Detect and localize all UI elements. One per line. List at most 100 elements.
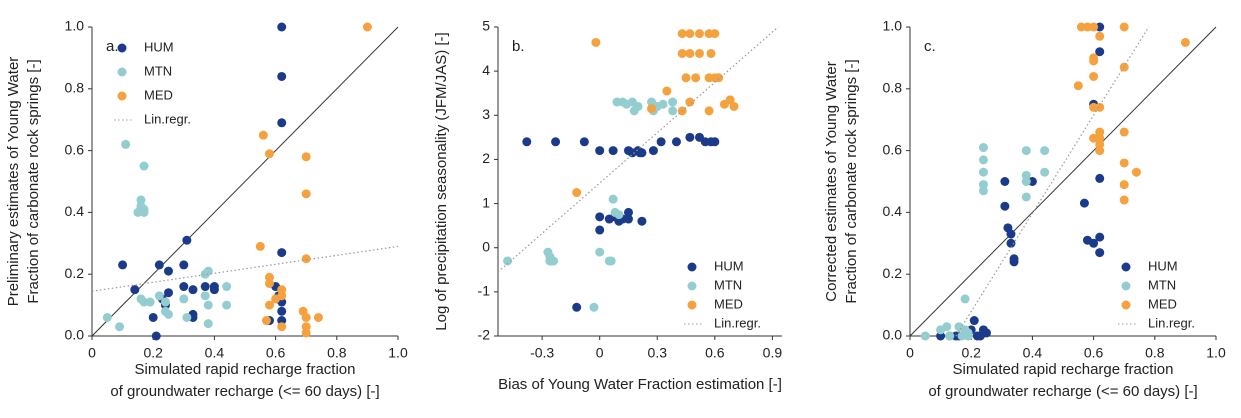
x-tick-label: 0.2 xyxy=(143,345,163,361)
data-point xyxy=(139,207,149,217)
data-point xyxy=(1119,158,1129,168)
legend-marker xyxy=(117,91,127,101)
data-point xyxy=(121,139,131,149)
data-point xyxy=(1095,47,1105,57)
panel: 0 0.2 0.4 0.6 0.8 1.0 0.0 0.2 0.4 0.6 0.8 1.0 Simula… xyxy=(823,18,1226,400)
data-point xyxy=(1095,31,1105,41)
data-point xyxy=(1095,248,1105,258)
data-point xyxy=(277,322,287,332)
y-axis-label: Log of precipitation seasonality (JFM/JA… xyxy=(433,32,450,330)
data-point xyxy=(694,48,704,58)
data-point xyxy=(139,161,149,171)
panel-label: b. xyxy=(512,38,525,55)
data-point xyxy=(1006,229,1016,239)
x-tick-label: 0 xyxy=(596,345,604,361)
data-point xyxy=(1021,192,1031,202)
data-point xyxy=(130,285,140,295)
data-point xyxy=(179,282,189,292)
data-point xyxy=(154,291,164,301)
data-point xyxy=(115,322,125,332)
data-point xyxy=(658,99,668,109)
data-point xyxy=(1089,71,1099,81)
y-tick-label: -1 xyxy=(478,283,491,299)
data-point xyxy=(606,256,616,266)
data-point xyxy=(978,325,988,335)
y-tick-label: 0.4 xyxy=(65,203,85,219)
data-point xyxy=(1089,238,1099,248)
data-point xyxy=(945,331,955,341)
data-point xyxy=(1006,238,1016,248)
data-point xyxy=(978,143,988,153)
one-to-one-line xyxy=(91,26,399,337)
data-point xyxy=(608,146,618,156)
data-point xyxy=(164,288,173,298)
data-point xyxy=(595,225,605,235)
data-point xyxy=(681,73,691,83)
data-point xyxy=(301,328,311,338)
x-axis-label: Bias of Young Water Fraction estimation … xyxy=(498,376,782,393)
y-axis-label: Preliminary estimates of Young Water xyxy=(5,57,22,307)
data-point xyxy=(694,29,704,39)
x-axis-label: Simulated rapid recharge fraction xyxy=(135,361,356,378)
data-point xyxy=(118,260,128,270)
y-tick-label: 1.0 xyxy=(65,18,85,34)
data-point xyxy=(102,312,112,322)
data-point xyxy=(1119,180,1129,190)
data-point xyxy=(200,282,210,292)
data-point xyxy=(963,331,973,341)
data-point xyxy=(725,95,735,105)
y-tick-label: 5 xyxy=(482,18,490,34)
data-point xyxy=(685,48,695,58)
data-point xyxy=(704,106,714,116)
data-point xyxy=(595,247,605,257)
data-point xyxy=(978,155,988,165)
x-tick-label: 0.3 xyxy=(648,345,668,361)
legend-marker xyxy=(687,262,697,272)
data-point xyxy=(1021,146,1031,156)
data-point xyxy=(261,316,271,326)
data-point xyxy=(203,319,213,329)
data-point xyxy=(920,331,930,341)
data-point xyxy=(1095,102,1105,112)
data-point xyxy=(145,297,155,307)
data-point xyxy=(151,331,161,341)
data-point xyxy=(179,294,189,304)
data-point xyxy=(647,104,657,114)
data-point xyxy=(164,309,173,319)
data-point xyxy=(277,22,287,32)
data-point xyxy=(623,207,633,217)
data-point xyxy=(1089,56,1099,66)
x-tick-label: 0.9 xyxy=(763,345,783,361)
y-tick-label: 2 xyxy=(482,150,490,166)
x-tick-label: 0.6 xyxy=(705,345,725,361)
x-tick-label: 0.8 xyxy=(1145,345,1165,361)
data-point xyxy=(301,189,311,199)
data-point xyxy=(1131,167,1141,177)
data-point xyxy=(591,37,601,47)
data-point xyxy=(677,29,687,39)
y-axis-label: Fraction of carbonate rock springs [-] xyxy=(25,59,42,303)
data-point xyxy=(960,294,970,304)
x-tick-label: 0 xyxy=(906,345,914,361)
data-point xyxy=(1095,173,1105,183)
data-point xyxy=(277,306,287,316)
data-point xyxy=(1021,170,1031,180)
data-point xyxy=(1095,139,1105,149)
y-tick-label: 0.6 xyxy=(883,141,903,157)
legend-label: MTN xyxy=(144,63,172,78)
data-point xyxy=(729,101,739,111)
legend-label: HUM xyxy=(714,258,744,273)
data-point xyxy=(271,294,281,304)
data-point xyxy=(222,282,232,292)
data-point xyxy=(301,322,311,332)
data-point xyxy=(1009,257,1019,267)
data-point xyxy=(277,285,287,295)
panel-label: c. xyxy=(924,38,936,55)
legend-label: Lin.regr. xyxy=(144,111,191,126)
y-tick-label: 0.6 xyxy=(65,141,85,157)
data-point xyxy=(362,22,372,32)
data-point xyxy=(1095,146,1105,156)
y-tick-label: 0.8 xyxy=(883,80,903,96)
data-point xyxy=(710,137,720,147)
data-point xyxy=(545,252,555,262)
